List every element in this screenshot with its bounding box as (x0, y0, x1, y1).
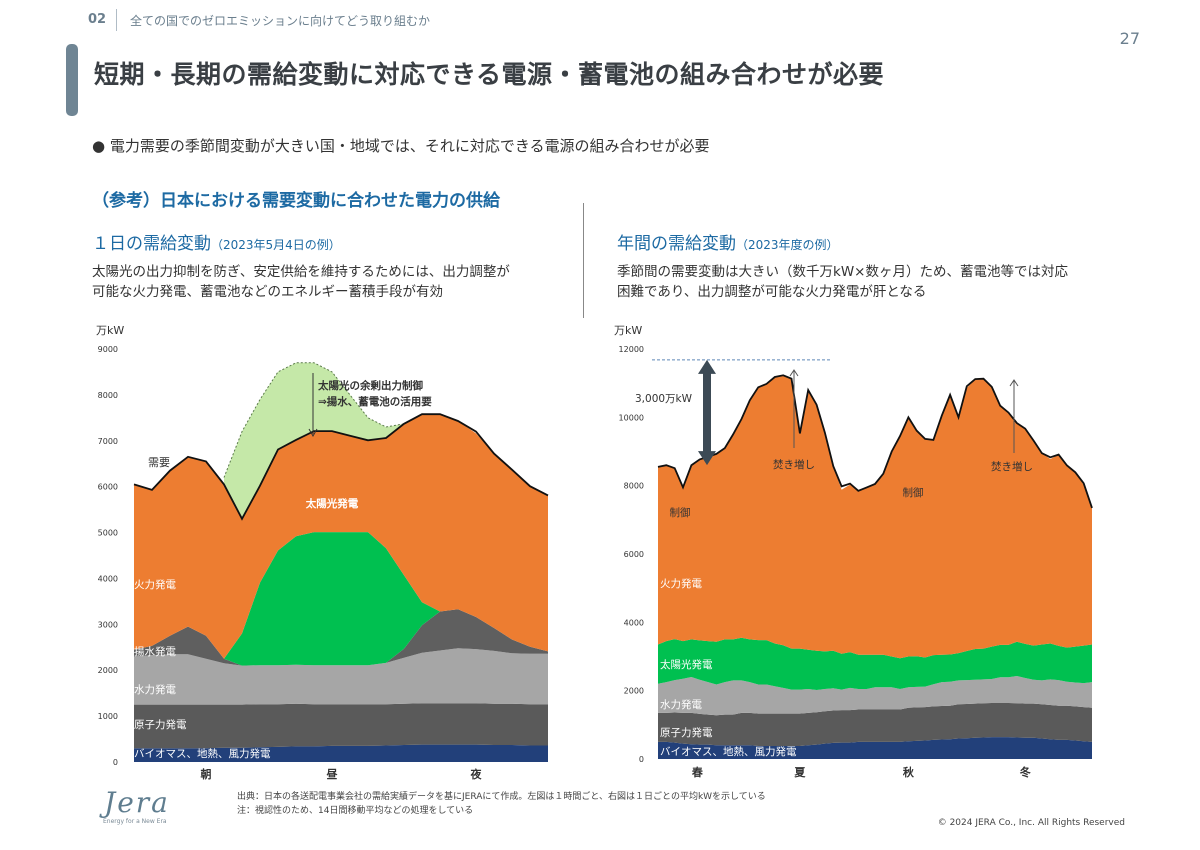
left-desc-line-2: 可能な火力発電、蓄電池などのエネルギー蓄積手段が有効 (92, 284, 443, 300)
source-note: 出典：日本の各送配電事業会社の需給実績データを基にJERAにて作成。左図は１時間… (237, 792, 766, 802)
right-ytick-6000: 6000 (624, 550, 644, 559)
right-desc-line-2: 困難であり、出力調整が可能な火力発電が肝となる (617, 284, 927, 300)
left-ytick-5000: 5000 (98, 529, 118, 538)
left-ytick-0: 0 (113, 758, 118, 767)
right-label-nuclear: 原子力発電 (660, 726, 713, 739)
logo-tagline: Energy for a New Era (103, 818, 167, 825)
left-label-pumped: 揚水発電 (134, 645, 176, 658)
left-curtailment-area (224, 362, 404, 519)
left-label-solar: 太陽光発電 (305, 497, 359, 510)
left-ytick-1000: 1000 (98, 712, 118, 721)
right-ytick-0: 0 (639, 755, 644, 764)
left-curtailment-border (223, 362, 405, 478)
right-chart-title: 年間の需給変動（2023年度の例） (617, 229, 839, 254)
left-ytick-8000: 8000 (98, 391, 118, 400)
right-ytick-10000: 10000 (619, 413, 644, 422)
right-gap-double-arrow (698, 359, 716, 466)
left-ytick-6000: 6000 (98, 483, 118, 492)
subheading: （参考）日本における需要変動に合わせた電力の供給 (92, 191, 500, 211)
right-chart-title-note: （2023年度の例） (736, 238, 839, 252)
page-number: 27 (1119, 29, 1140, 48)
right-area-thermal (658, 375, 1092, 659)
right-chart: 0 2000 4000 6000 8000 10000 12000 春 夏 秋 冬 バイオマス、地熱、… (619, 345, 1093, 779)
right-ytick-12000: 12000 (619, 345, 644, 354)
left-label-hydro: 水力発電 (134, 683, 176, 696)
right-area-solar (658, 637, 1092, 690)
left-area-nuclear (134, 703, 548, 749)
right-label-biomass: バイオマス、地熱、風力発電 (660, 745, 797, 758)
right-y-unit: 万kW (614, 324, 643, 337)
right-label-thermal: 火力発電 (660, 577, 702, 590)
right-ytick-4000: 4000 (624, 618, 644, 627)
right-up-label-2: 焚き増し (991, 460, 1033, 473)
right-ytick-2000: 2000 (624, 687, 644, 696)
right-label-hydro: 水力発電 (660, 698, 702, 711)
left-demand-label: 需要 (148, 456, 170, 469)
right-up-label-1: 焚き増し (773, 458, 815, 471)
left-xtick-0: 朝 (201, 767, 212, 781)
right-label-solar: 太陽光発電 (660, 658, 713, 671)
left-chart-description: 太陽光の出力抑制を防ぎ、安定供給を維持するためには、出力調整が 可能な火力発電、… (92, 262, 572, 302)
right-chart-title-text: 年間の需給変動 (617, 234, 736, 254)
section-separator (116, 9, 117, 31)
left-desc-line-1: 太陽光の出力抑制を防ぎ、安定供給を維持するためには、出力調整が (92, 264, 510, 280)
left-area-solar (134, 532, 548, 666)
left-chart-title-text: １日の需給変動 (92, 234, 211, 254)
right-up-arrowhead-2 (1009, 379, 1019, 387)
footer-notes: 出典：日本の各送配電事業会社の需給実績データを基にJERAにて作成。左図は１時間… (237, 790, 766, 818)
right-demand-line (657, 374, 1093, 509)
left-chart-title: １日の需給変動（2023年5月4日の例） (92, 229, 341, 254)
left-curtail-note-1: 太陽光の余剰出力制御 (317, 379, 423, 392)
right-area-biomass (658, 737, 1092, 759)
right-xtick-3: 冬 (1020, 765, 1031, 779)
visibility-note: 注：視認性のため、14日間移動平均などの処理をしている (237, 806, 474, 816)
left-ytick-4000: 4000 (98, 574, 118, 583)
right-desc-line-1: 季節間の需要変動は大きい（数千万kW×数ヶ月）ため、蓄電池等では対応 (617, 264, 1068, 280)
left-curtail-note-2: ⇒揚水、蓄電池の活用要 (318, 395, 432, 408)
left-area-hydro (134, 648, 548, 705)
jera-logo: Jera (104, 786, 170, 819)
right-ytick-8000: 8000 (624, 482, 644, 491)
left-area-thermal (134, 414, 548, 659)
section-title: 全ての国でのゼロエミッションに向けてどう取り組むか (130, 14, 431, 28)
right-area-nuclear (658, 703, 1092, 746)
left-area-pumped (134, 609, 548, 666)
right-xtick-1: 夏 (794, 766, 806, 779)
left-label-nuclear: 原子力発電 (134, 718, 187, 731)
right-area-hydro (658, 676, 1092, 716)
right-xtick-0: 春 (692, 765, 704, 779)
right-xtick-2: 秋 (903, 765, 915, 779)
left-label-thermal: 火力発電 (134, 578, 176, 591)
left-ytick-7000: 7000 (98, 437, 118, 446)
left-ytick-3000: 3000 (98, 620, 118, 629)
left-y-unit: 万kW (96, 324, 125, 337)
left-curtail-arrowhead (308, 428, 318, 438)
page-title: 短期・長期の需給変動に対応できる電源・蓄電池の組み合わせが必要 (94, 60, 885, 89)
column-divider (583, 203, 584, 318)
right-ctrl-label-1: 制御 (670, 506, 691, 519)
left-xtick-2: 夜 (470, 767, 483, 781)
bullet-text: ● 電力需要の季節間変動が大きい国・地域では、それに対応できる電源の組み合わせが… (92, 137, 710, 155)
left-chart: 0 1000 2000 3000 4000 5000 6000 7000 8000 9000 朝 昼 夜… (98, 345, 549, 781)
right-gap-label: 3,000万kW (635, 393, 693, 405)
right-chart-description: 季節間の需要変動は大きい（数千万kW×数ヶ月）ため、蓄電池等では対応 困難であり… (617, 262, 1137, 302)
right-ctrl-label-2: 制御 (903, 486, 924, 499)
left-xtick-1: 昼 (326, 768, 339, 781)
title-accent-bar (66, 44, 78, 116)
left-demand-line (133, 413, 549, 521)
left-label-biomass: バイオマス、地熱、風力発電 (134, 747, 271, 760)
copyright: © 2024 JERA Co., Inc. All Rights Reserve… (937, 818, 1125, 828)
section-number: 02 (88, 12, 107, 27)
left-ytick-2000: 2000 (98, 666, 118, 675)
left-ytick-9000: 9000 (98, 345, 118, 354)
left-area-biomass (134, 744, 548, 762)
left-chart-title-note: （2023年5月4日の例） (211, 238, 341, 252)
right-up-arrowhead-1 (789, 369, 799, 377)
